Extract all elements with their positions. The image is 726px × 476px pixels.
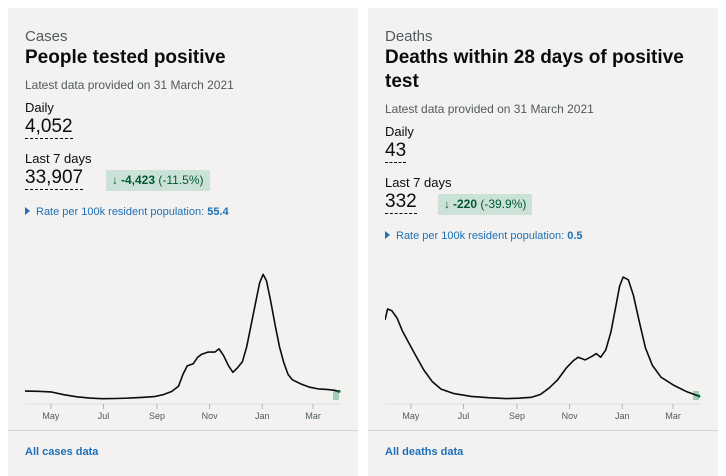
arrow-down-icon: ↓ [444, 197, 450, 211]
x-tick-label: Sep [149, 411, 165, 421]
last-7-days-value[interactable]: 332 [385, 191, 417, 214]
card-title: People tested positive [25, 47, 226, 68]
card-caption: Cases [25, 28, 68, 45]
series-line [25, 273, 340, 400]
latest-point [337, 389, 341, 393]
x-tick-label: Jan [255, 411, 270, 421]
daily-value[interactable]: 43 [385, 140, 407, 163]
card-caption: Deaths [385, 28, 433, 45]
card-title: Deaths within 28 days of positive test [385, 47, 684, 92]
x-tick-label: Jul [458, 411, 470, 421]
change-badge: ↓ -4,423 (-11.5%) [106, 170, 210, 191]
rate-disclosure[interactable]: Rate per 100k resident population: 55.4 [25, 206, 229, 218]
rate-label: Rate per 100k resident population: [396, 230, 565, 242]
last-updated: Latest data provided on 31 March 2021 [25, 78, 234, 92]
change-absolute: -220 [453, 197, 478, 211]
cases-line-chart: May Jul Sep Nov Jan Mar [25, 273, 341, 421]
x-tick-label: Jul [98, 411, 110, 421]
change-badge: ↓ -220 (-39.9%) [438, 194, 533, 215]
last-7-days-label: Last 7 days [25, 151, 92, 166]
recent-period-highlight [332, 391, 339, 400]
series-line [385, 276, 700, 400]
card-divider [8, 430, 358, 431]
change-percent: (-39.9%) [480, 197, 527, 211]
x-tick-label: Mar [305, 411, 321, 421]
card-divider [368, 430, 718, 431]
last-7-days-value[interactable]: 33,907 [25, 167, 84, 190]
x-tick-label: Jan [615, 411, 630, 421]
deaths-line-chart: May Jul Sep Nov Jan Mar [385, 276, 701, 421]
rate-value: 55.4 [207, 206, 229, 218]
all-cases-data-link[interactable]: All cases data [25, 446, 99, 458]
x-tick-label: May [42, 411, 60, 421]
cases-card: Cases People tested positive Latest data… [8, 8, 358, 476]
change-percent: (-11.5%) [158, 173, 204, 187]
x-tick-label: Sep [509, 411, 525, 421]
disclosure-triangle-icon [385, 231, 390, 239]
rate-disclosure[interactable]: Rate per 100k resident population: 0.5 [385, 230, 583, 242]
x-tick-label: Nov [562, 411, 579, 421]
latest-point [697, 394, 701, 398]
rate-label: Rate per 100k resident population: [36, 206, 205, 218]
daily-label: Daily [25, 100, 54, 115]
arrow-down-icon: ↓ [112, 173, 118, 187]
daily-label: Daily [385, 124, 414, 139]
disclosure-triangle-icon [25, 207, 30, 215]
x-tick-label: May [402, 411, 420, 421]
x-tick-label: Mar [665, 411, 681, 421]
rate-value: 0.5 [567, 230, 583, 242]
last-updated: Latest data provided on 31 March 2021 [385, 102, 594, 116]
all-deaths-data-link[interactable]: All deaths data [385, 446, 464, 458]
deaths-card: Deaths Deaths within 28 days of positive… [368, 8, 718, 476]
daily-value[interactable]: 4,052 [25, 116, 73, 139]
last-7-days-label: Last 7 days [385, 175, 452, 190]
change-absolute: -4,423 [121, 173, 156, 187]
x-tick-label: Nov [202, 411, 219, 421]
